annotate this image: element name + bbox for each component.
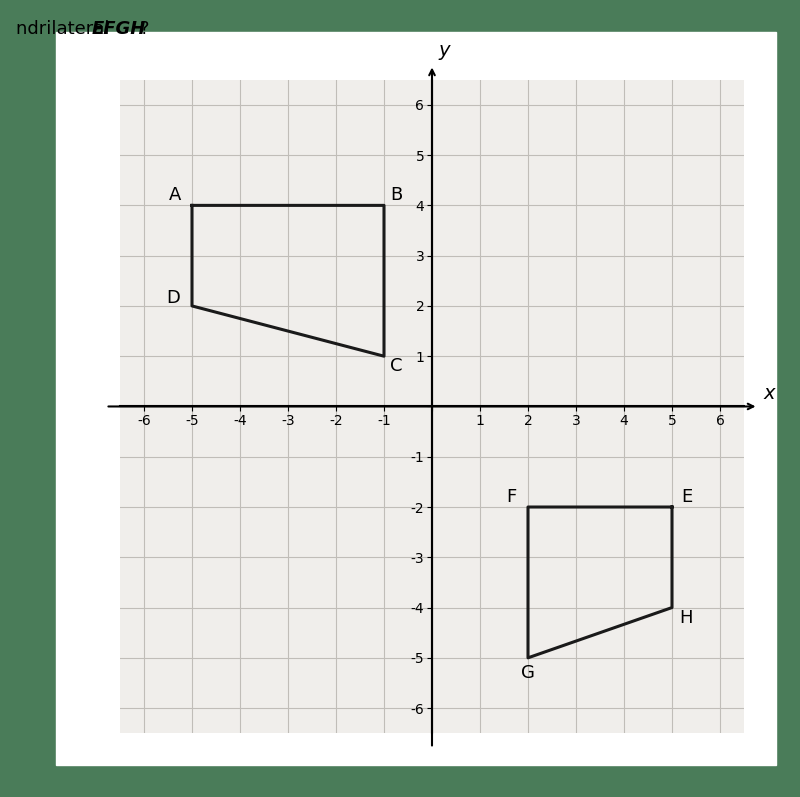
Text: F: F	[506, 488, 516, 506]
Text: y: y	[438, 41, 450, 60]
Text: G: G	[521, 664, 535, 682]
Text: D: D	[166, 289, 180, 308]
Text: A: A	[169, 186, 182, 204]
Text: E: E	[681, 488, 692, 506]
Text: C: C	[390, 357, 402, 375]
Text: x: x	[763, 384, 774, 403]
Text: B: B	[390, 186, 402, 204]
Text: H: H	[680, 609, 693, 626]
Text: ndrilateral: ndrilateral	[16, 20, 115, 38]
Text: ?: ?	[140, 20, 150, 38]
Text: EFGH: EFGH	[92, 20, 146, 38]
